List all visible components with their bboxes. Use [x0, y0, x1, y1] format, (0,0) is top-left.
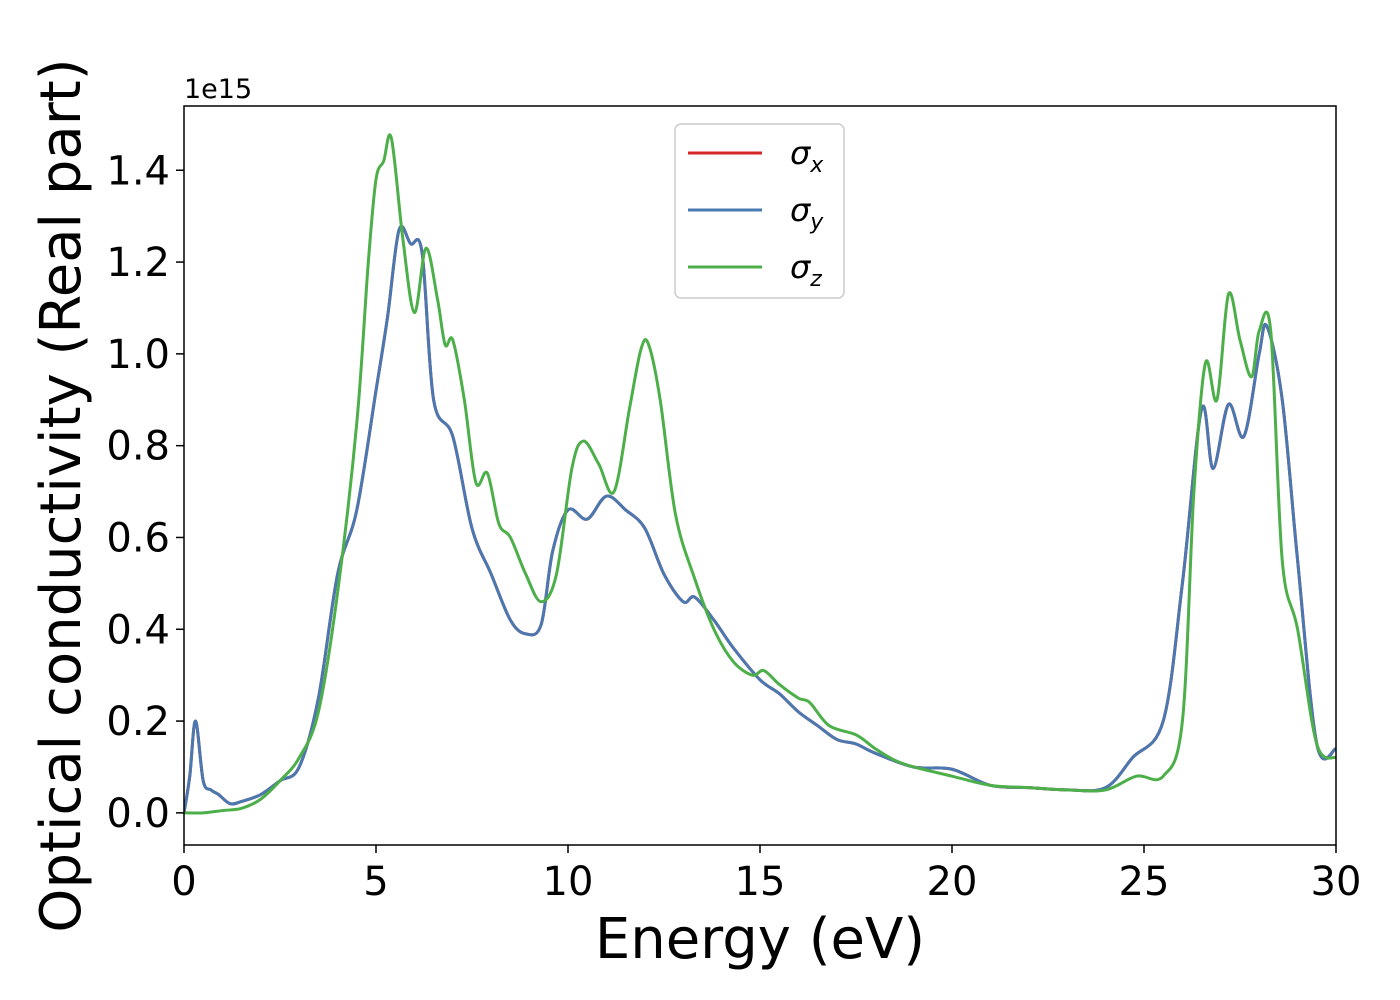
series-line-y	[184, 224, 1336, 815]
y-axis-label: Optical conductivity (Real part)	[29, 58, 94, 932]
legend: σx σy σz	[674, 123, 845, 299]
legend-label-z: σz	[790, 248, 822, 292]
legend-label-x: σx	[790, 134, 824, 178]
plot-lines	[184, 133, 1336, 815]
x-tick-label: 20	[927, 859, 978, 905]
series-line-z	[184, 133, 1336, 815]
legend-label-y: σy	[790, 191, 824, 235]
y-tick-label: 0.2	[106, 699, 170, 745]
y-tick-label: 0.0	[106, 791, 170, 837]
x-tick-label: 15	[735, 859, 786, 905]
y-tick-label: 1.0	[106, 332, 170, 378]
y-tick-label: 0.4	[106, 607, 170, 653]
x-axis: 0 5 10 15 20 25 30	[171, 845, 1361, 905]
y-tick-label: 1.2	[106, 240, 170, 286]
y-tick-label: 0.6	[106, 515, 170, 561]
x-tick-label: 0	[171, 859, 196, 905]
x-tick-label: 10	[543, 859, 594, 905]
y-offset-label: 1e15	[184, 74, 252, 105]
y-axis: 0.0 0.2 0.4 0.6 0.8 1.0 1.2 1.4	[106, 148, 184, 837]
y-tick-label: 1.4	[106, 148, 170, 194]
x-tick-label: 5	[363, 859, 388, 905]
x-tick-label: 25	[1119, 859, 1170, 905]
x-axis-label: Energy (eV)	[595, 907, 925, 972]
x-tick-label: 30	[1311, 859, 1362, 905]
y-tick-label: 0.8	[106, 424, 170, 470]
